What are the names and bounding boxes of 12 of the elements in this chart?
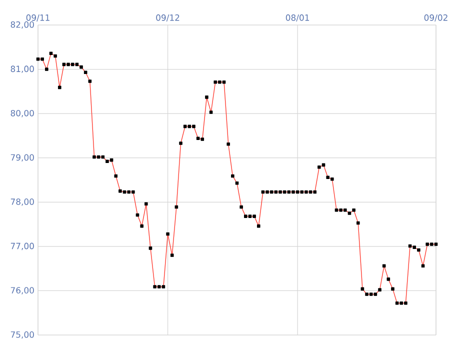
x-tick-label: 08/01	[286, 14, 309, 22]
x-tick-label: 09/12	[156, 14, 180, 22]
x-tick-label: 09/11	[26, 14, 50, 22]
y-tick-label: 78,00	[10, 198, 34, 206]
y-tick-label: 79,00	[10, 154, 34, 162]
y-tick-label: 75,00	[10, 331, 34, 339]
y-tick-label: 80,00	[10, 110, 34, 118]
y-tick-label: 76,00	[10, 287, 34, 294]
x-tick-label: 09/02	[424, 14, 448, 22]
y-tick-label: 82,00	[10, 21, 34, 29]
y-tick-label: 77,00	[10, 242, 34, 250]
y-tick-label: 81,00	[10, 66, 34, 73]
